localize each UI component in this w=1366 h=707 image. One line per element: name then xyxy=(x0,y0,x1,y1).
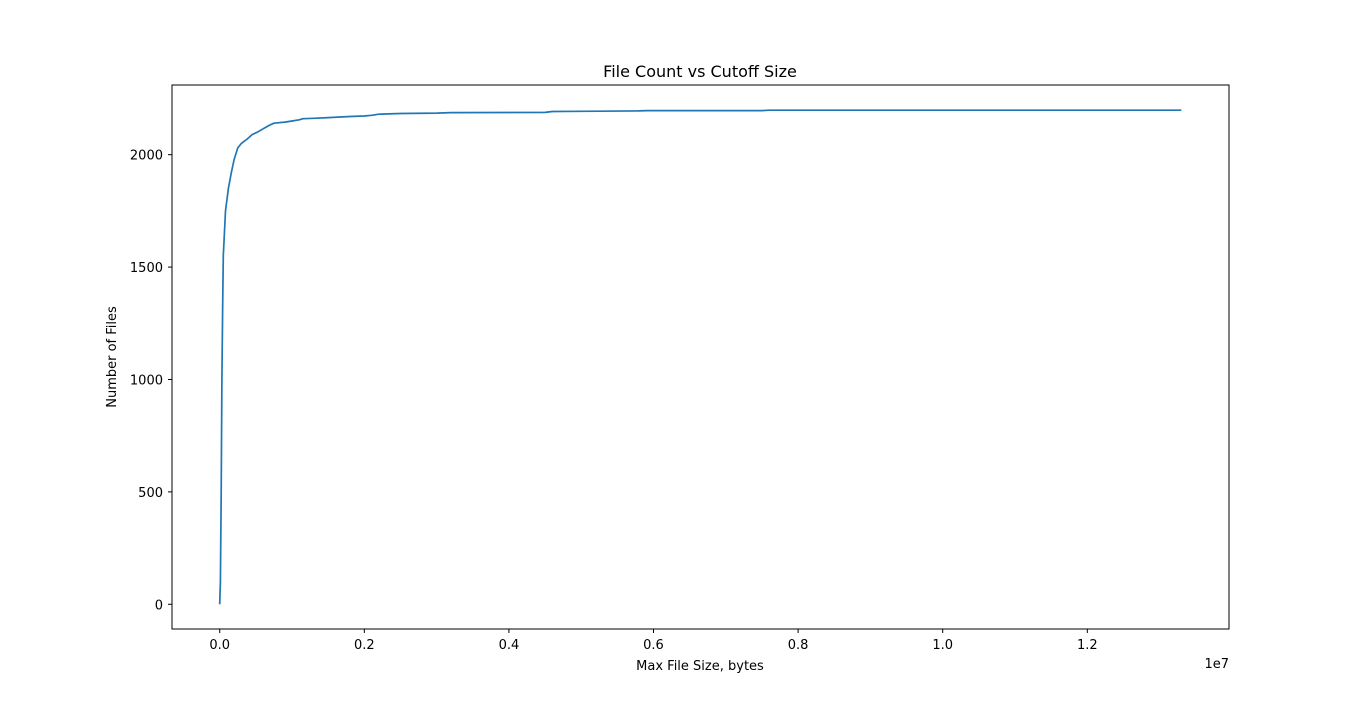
y-tick-label: 500 xyxy=(138,486,163,501)
y-axis: 0 500 1000 1500 2000 xyxy=(130,149,172,613)
x-tick-label: 1.2 xyxy=(1077,638,1098,653)
x-tick-label: 0.6 xyxy=(643,638,664,653)
y-tick-label: 0 xyxy=(155,598,163,613)
chart-title: File Count vs Cutoff Size xyxy=(603,62,797,81)
x-tick-label: 0.0 xyxy=(209,638,230,653)
x-axis-label: Max File Size, bytes xyxy=(636,659,764,674)
x-tick-label: 1.0 xyxy=(932,638,953,653)
x-tick-label: 0.8 xyxy=(788,638,809,653)
y-axis-label: Number of Files xyxy=(105,306,120,408)
y-tick-label: 1000 xyxy=(130,373,163,388)
x-axis-offset-label: 1e7 xyxy=(1204,657,1229,672)
x-axis: 0.0 0.2 0.4 0.6 0.8 1.0 1.2 xyxy=(209,629,1098,653)
series-line-0 xyxy=(218,109,1182,605)
axes-frame xyxy=(171,84,1230,630)
y-tick-label: 1500 xyxy=(130,261,163,276)
x-tick-label: 0.2 xyxy=(354,638,375,653)
plot-area xyxy=(218,109,1182,605)
y-tick-label: 2000 xyxy=(130,149,163,164)
x-tick-label: 0.4 xyxy=(499,638,520,653)
